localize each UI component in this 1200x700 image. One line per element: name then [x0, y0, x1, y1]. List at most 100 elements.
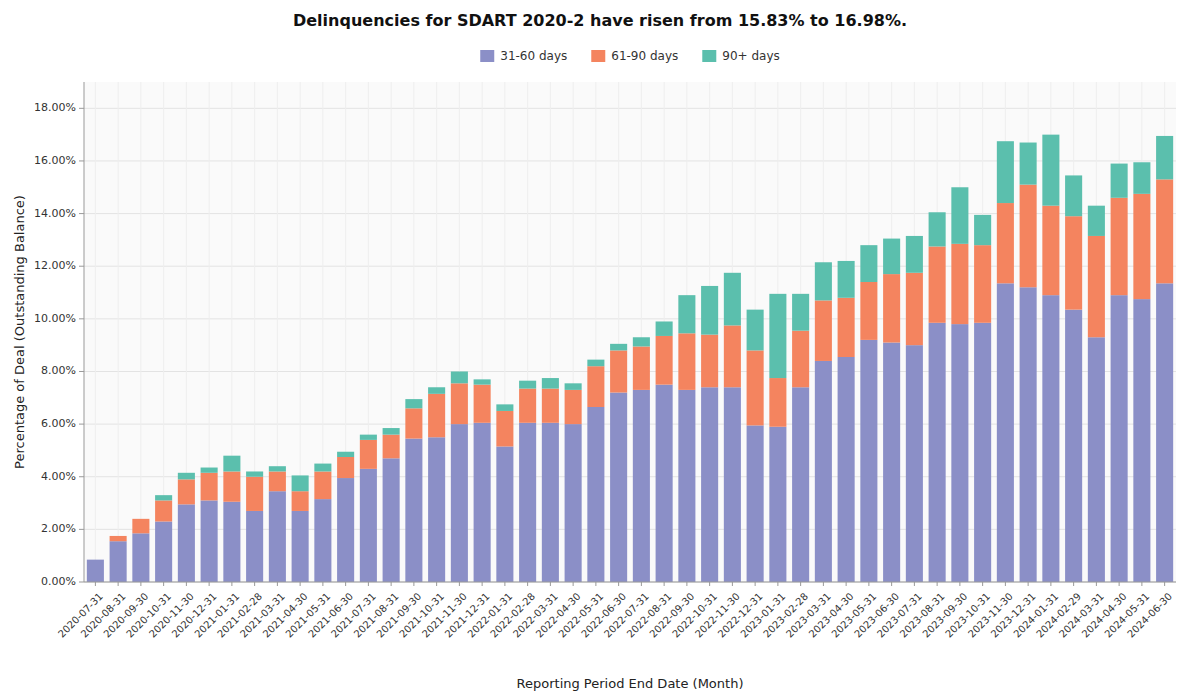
x-tick: [436, 582, 437, 586]
bar: [110, 535, 127, 536]
series-bars: [87, 283, 1173, 582]
x-axis-label: Reporting Period End Date (Month): [517, 676, 744, 691]
bar: [747, 425, 764, 582]
bar: [906, 345, 923, 582]
bar: [1020, 185, 1037, 288]
bar: [1133, 299, 1150, 582]
y-tick: [79, 266, 84, 267]
x-tick: [504, 582, 505, 586]
x-tick: [254, 582, 255, 586]
bar: [542, 378, 559, 389]
bar: [132, 519, 149, 533]
x-tick: [1073, 582, 1074, 586]
y-tick-label: 6.00%: [41, 417, 76, 430]
y-tick-label: 12.00%: [34, 259, 76, 272]
bar: [769, 294, 786, 378]
y-tick-label: 16.00%: [34, 154, 76, 167]
x-tick: [527, 582, 528, 586]
bar: [951, 187, 968, 244]
bar: [451, 383, 468, 424]
bar: [110, 541, 127, 582]
plot-background: [84, 82, 1176, 582]
bar: [656, 321, 673, 335]
bar: [997, 203, 1014, 283]
bar: [360, 469, 377, 582]
legend-item: 90+ days: [702, 49, 779, 63]
bar: [155, 495, 172, 500]
bar: [678, 295, 695, 333]
x-tick: [140, 582, 141, 586]
x-tick: [368, 582, 369, 586]
x-tick: [868, 582, 869, 586]
grid-line-x: [140, 82, 141, 582]
bar: [314, 471, 331, 499]
bar: [838, 261, 855, 298]
bar: [1065, 216, 1082, 309]
bar: [1111, 295, 1128, 582]
bar: [246, 477, 263, 511]
bar: [838, 357, 855, 582]
x-tick: [300, 582, 301, 586]
bar: [565, 390, 582, 424]
bar: [246, 511, 263, 582]
x-tick: [1141, 582, 1142, 586]
bar: [269, 466, 286, 471]
bar: [1065, 310, 1082, 582]
bar: [974, 245, 991, 323]
bar: [815, 262, 832, 300]
x-tick: [1164, 582, 1165, 586]
chart-svg: 0.00%2.00%4.00%6.00%8.00%10.00%12.00%14.…: [0, 0, 1200, 700]
y-tick: [79, 108, 84, 109]
bar: [474, 385, 491, 423]
bar: [87, 559, 104, 560]
x-tick: [664, 582, 665, 586]
y-tick-label: 8.00%: [41, 364, 76, 377]
x-tick: [846, 582, 847, 586]
x-tick: [482, 582, 483, 586]
y-tick: [79, 160, 84, 161]
x-tick: [1050, 582, 1051, 586]
bar: [883, 274, 900, 342]
x-axis-line: [84, 582, 1176, 583]
x-axis: 2020-07-312020-08-312020-09-302020-10-31…: [56, 582, 1174, 640]
x-tick: [231, 582, 232, 586]
bar: [724, 325, 741, 387]
x-tick: [95, 582, 96, 586]
legend-item: 31-60 days: [480, 49, 567, 63]
bar: [292, 491, 309, 511]
x-tick: [709, 582, 710, 586]
y-tick: [79, 582, 84, 583]
bar: [201, 473, 218, 501]
bar: [383, 428, 400, 435]
bar: [633, 390, 650, 582]
bar: [565, 424, 582, 582]
x-tick: [550, 582, 551, 586]
legend: 31-60 days61-90 days90+ days: [480, 49, 780, 63]
bar: [519, 389, 536, 423]
bar: [792, 294, 809, 331]
series-bars: [110, 179, 1174, 541]
y-tick: [79, 371, 84, 372]
bar: [1156, 179, 1173, 283]
y-axis-label: Percentage of Deal (Outstanding Balance): [12, 195, 27, 469]
x-tick: [914, 582, 915, 586]
bar: [724, 273, 741, 326]
x-tick: [755, 582, 756, 586]
bar: [496, 446, 513, 582]
bar: [1088, 337, 1105, 582]
bar: [201, 500, 218, 582]
bar: [610, 344, 627, 351]
bar: [132, 518, 149, 519]
bar: [314, 464, 331, 472]
x-tick: [186, 582, 187, 586]
bar: [587, 366, 604, 407]
bar: [337, 478, 354, 582]
bar: [405, 439, 422, 582]
bar: [747, 350, 764, 425]
x-tick: [777, 582, 778, 586]
bar: [337, 452, 354, 457]
y-tick: [79, 213, 84, 214]
bar: [314, 499, 331, 582]
bar: [292, 475, 309, 491]
bar: [132, 533, 149, 582]
